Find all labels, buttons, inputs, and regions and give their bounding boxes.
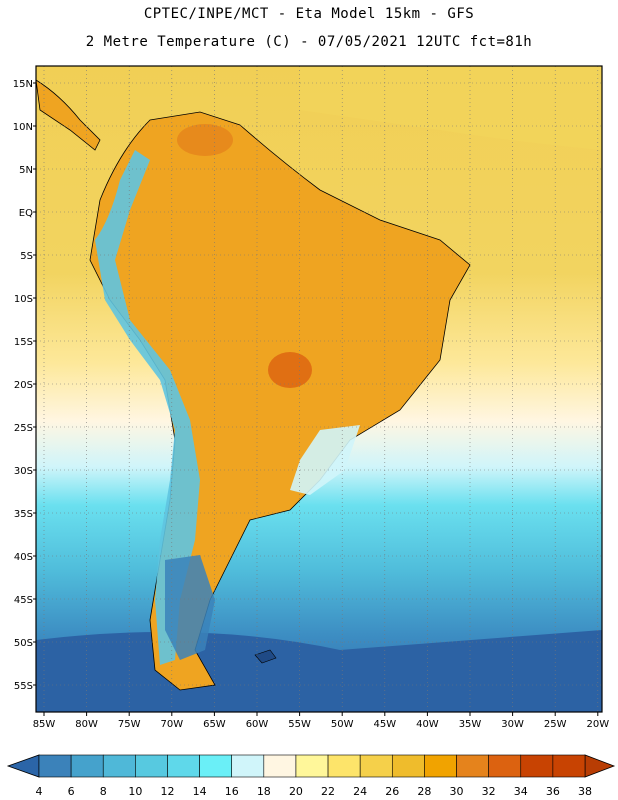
lon-label: 40W [416, 719, 439, 730]
colorbar-tick-label: 8 [100, 785, 107, 798]
colorbar-tick-label: 36 [546, 785, 560, 798]
colorbar-segment [295, 754, 329, 778]
colorbar-tick-label: 30 [450, 785, 464, 798]
central-america [36, 79, 101, 151]
hot-core-north [177, 124, 233, 156]
colorbar-segment [359, 754, 393, 778]
colorbar-tick-label: 38 [578, 785, 592, 798]
lon-label: 85W [33, 719, 56, 730]
latitude-labels: 15N 10N 5N EQ 5S 10S 15S 20S 25S 30S 35S 40S 45S 50S 5… [13, 79, 36, 692]
colorbar-tick-label: 22 [321, 785, 335, 798]
colorbar-tick-label: 28 [417, 785, 431, 798]
colorbar-segment [167, 754, 200, 778]
lat-label: 5S [20, 251, 33, 262]
lon-label: 50W [331, 719, 354, 730]
map-frame [35, 65, 603, 713]
colorbar-segment [231, 754, 265, 778]
colorbar: 4 6 8 10 12 14 16 18 20 22 24 26 28 30 32 34 36 38 [6, 754, 616, 798]
colorbar-right-arrow [584, 754, 616, 778]
colorbar-segment [424, 754, 457, 778]
colorbar-tick-label: 4 [36, 785, 43, 798]
lat-label: EQ [19, 208, 33, 219]
colorbar-segment [488, 754, 522, 778]
colorbar-tick-label: 10 [128, 785, 142, 798]
colorbar-segment [199, 754, 233, 778]
colorbar-tick-label: 6 [68, 785, 75, 798]
lat-label: 5N [19, 165, 33, 176]
lat-label: 50S [14, 638, 33, 649]
longitude-labels: 85W 80W 75W 70W 65W 60W 55W 50W 45W 40W 35W 30W 25W 2… [33, 712, 609, 730]
colorbar-segment [38, 754, 72, 778]
falkland-islands [254, 649, 277, 664]
hot-core [268, 352, 312, 388]
lon-label: 55W [288, 719, 311, 730]
colorbar-tick-label: 18 [257, 785, 271, 798]
lon-label: 80W [75, 719, 98, 730]
lat-label: 20S [14, 380, 33, 391]
colorbar-tick-label: 26 [385, 785, 399, 798]
colorbar-tick-label: 14 [193, 785, 207, 798]
lat-label: 35S [14, 509, 33, 520]
colorbar-segment [391, 754, 425, 778]
lon-label: 75W [118, 719, 141, 730]
chart-title-line1: CPTEC/INPE/MCT - Eta Model 15km - GFS [143, 6, 475, 22]
patagonia-cold [165, 555, 215, 660]
warm-band [300, 66, 602, 150]
colorbar-tick-label: 12 [160, 785, 174, 798]
chart-title-line2: 2 Metre Temperature (C) - 07/05/2021 12U… [85, 34, 533, 50]
lon-label: 25W [544, 719, 567, 730]
colorbar-segment [456, 754, 489, 778]
colorbar-tick-label: 32 [482, 785, 496, 798]
lat-label: 40S [14, 552, 33, 563]
colorbar-segment [520, 754, 554, 778]
colorbar-tick-label: 16 [225, 785, 239, 798]
colorbar-segment [70, 754, 104, 778]
colorbar-tick-label: 20 [289, 785, 303, 798]
colorbar-tick-label: 24 [353, 785, 367, 798]
lon-label: 65W [203, 719, 226, 730]
lat-label: 55S [14, 681, 33, 692]
lon-label: 30W [501, 719, 524, 730]
colorbar-segment [327, 754, 361, 778]
lon-label: 70W [160, 719, 183, 730]
lon-label: 45W [373, 719, 396, 730]
colorbar-segment [263, 754, 297, 778]
lon-label: 35W [459, 719, 482, 730]
map-area [36, 66, 602, 712]
lat-label: 45S [14, 595, 33, 606]
lat-label: 30S [14, 466, 33, 477]
lon-label: 20W [586, 719, 609, 730]
lat-label: 25S [14, 423, 33, 434]
lon-label: 60W [246, 719, 269, 730]
lat-label: 15S [14, 337, 33, 348]
colorbar-segment [102, 754, 136, 778]
andes-cold-strip [95, 150, 200, 665]
colorbar-segment [135, 754, 168, 778]
colorbar-tick-label: 34 [514, 785, 528, 798]
lat-label: 15N [13, 79, 33, 90]
lat-label: 10S [14, 294, 33, 305]
lat-label: 10N [13, 122, 33, 133]
colorbar-segment [552, 754, 586, 778]
colorbar-left-arrow [6, 754, 40, 778]
